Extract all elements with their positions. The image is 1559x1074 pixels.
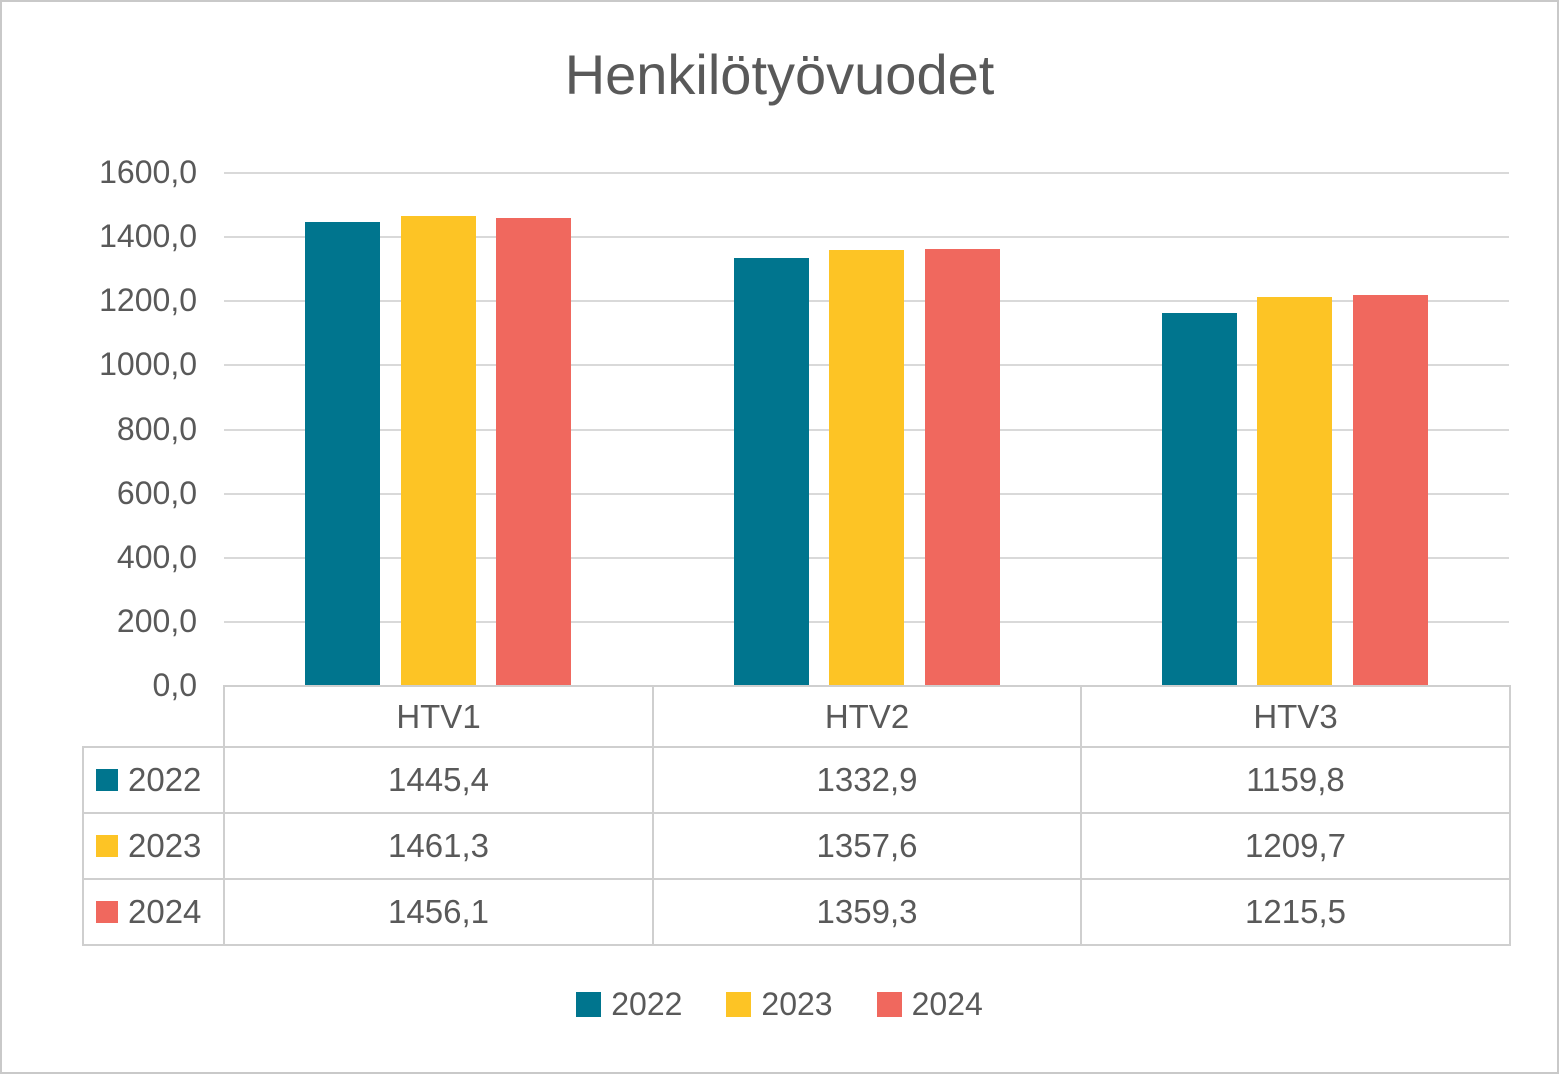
table-row-label: 2023 — [128, 827, 202, 864]
bar-htv2-2022 — [733, 257, 809, 685]
plot-area — [224, 172, 1509, 685]
bar-htv1-2022 — [305, 221, 381, 685]
y-axis-tick-label: 1200,0 — [99, 282, 197, 319]
gridline — [224, 236, 1509, 239]
legend-swatch-2022 — [576, 992, 602, 1017]
legend-item-2024: 2024 — [876, 986, 983, 1023]
table-cell: 1456,1 — [223, 878, 654, 946]
series-swatch-2023 — [96, 835, 118, 857]
bar-htv1-2023 — [400, 216, 476, 685]
table-row-key-2023: 2023 — [82, 812, 225, 880]
table-header-htv2: HTV2 — [652, 685, 1082, 748]
table-header-htv3: HTV3 — [1080, 685, 1511, 748]
table-row: 2024 1456,1 1359,3 1215,5 — [82, 878, 1511, 946]
table-header-htv1: HTV1 — [223, 685, 654, 748]
legend-label: 2022 — [611, 986, 683, 1022]
y-axis-tick-label: 1600,0 — [99, 154, 197, 190]
table-cell: 1332,9 — [652, 746, 1082, 814]
table-cell: 1215,5 — [1080, 878, 1511, 946]
bar-htv3-2024 — [1352, 295, 1428, 685]
bar-htv3-2022 — [1161, 313, 1237, 685]
y-axis-tick-label: 1400,0 — [99, 218, 197, 255]
legend-swatch-2023 — [726, 992, 752, 1017]
chart-title: Henkilötyövuodet — [564, 43, 995, 106]
gridline — [224, 172, 1509, 174]
series-swatch-2024 — [96, 901, 118, 923]
table-row-label: 2022 — [128, 761, 202, 798]
table-row: 2023 1461,3 1357,6 1209,7 — [82, 812, 1511, 880]
y-axis-tick-label: 1000,0 — [99, 346, 197, 383]
bar-htv3-2023 — [1257, 297, 1333, 685]
y-axis-tick-label: 200,0 — [116, 602, 197, 639]
y-axis-tick-label: 400,0 — [116, 538, 197, 575]
table-cell: 1445,4 — [223, 746, 654, 814]
legend-swatch-2024 — [876, 992, 902, 1017]
legend-label: 2023 — [761, 986, 833, 1022]
legend-item-2023: 2023 — [726, 986, 833, 1023]
data-table: HTV1 HTV2 HTV3 2022 1445,4 1332,9 1159,8… — [82, 685, 1511, 946]
legend: 2022 2023 2024 — [2, 986, 1557, 1023]
table-corner-cell — [83, 686, 224, 747]
table-cell: 1357,6 — [652, 812, 1082, 880]
bar-htv2-2023 — [829, 249, 904, 685]
bar-htv2-2024 — [924, 249, 1000, 685]
table-cell: 1159,8 — [1080, 746, 1511, 814]
y-axis-tick-label: 600,0 — [116, 474, 197, 511]
y-axis-tick-label: 0,0 — [152, 667, 197, 703]
bar-htv1-2024 — [496, 218, 572, 685]
table-row-key-2022: 2022 — [82, 746, 225, 814]
y-axis-tick-label: 800,0 — [116, 410, 197, 447]
table-cell: 1461,3 — [223, 812, 654, 880]
table-row-key-2024: 2024 — [82, 878, 225, 946]
table-row: 2022 1445,4 1332,9 1159,8 — [82, 746, 1511, 814]
table-cell: 1209,7 — [1080, 812, 1511, 880]
legend-label: 2024 — [911, 986, 983, 1022]
table-row-label: 2024 — [128, 893, 202, 930]
table-cell: 1359,3 — [652, 878, 1082, 946]
series-swatch-2022 — [96, 769, 118, 791]
legend-item-2022: 2022 — [576, 986, 682, 1023]
